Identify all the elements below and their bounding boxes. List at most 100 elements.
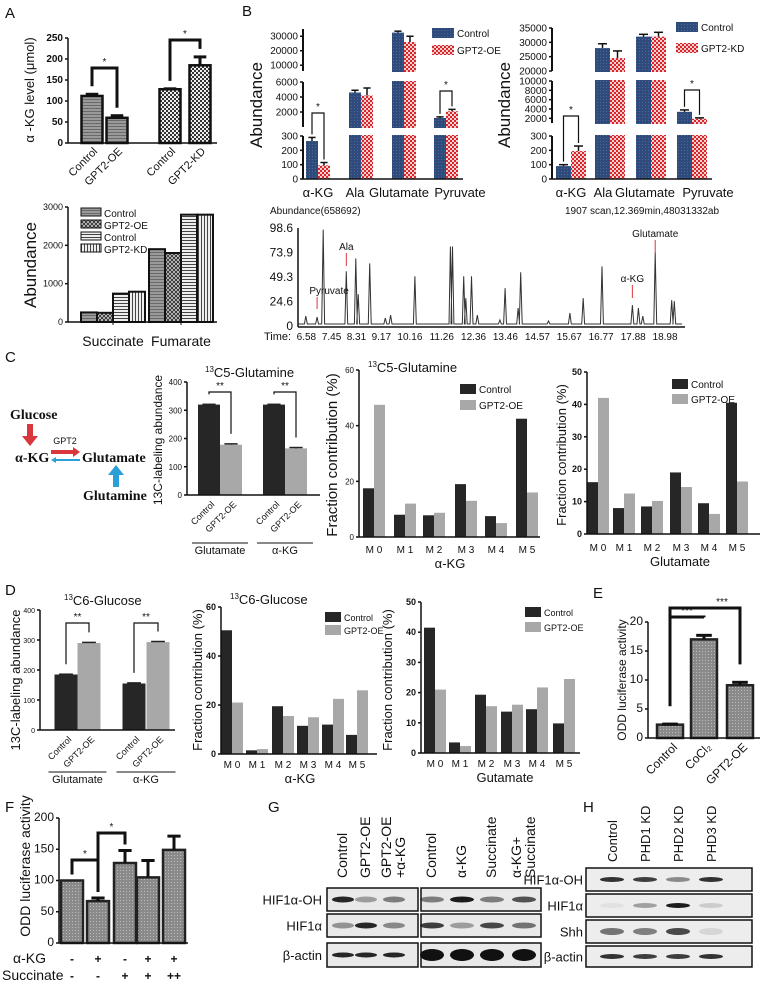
lane-label: Control [605,820,620,862]
blot-band [383,922,405,929]
y-tick-label: 4000 [276,93,299,104]
category-label: M 5 [519,545,536,556]
blot-band [332,896,354,903]
bar [198,404,220,495]
bar [394,514,405,537]
bar [737,481,748,534]
y-tick-label: 24.6 [270,295,294,309]
treatment-label: α-KG [13,950,46,966]
y-tick-label: 250 [46,33,63,44]
blot-band [332,922,354,929]
legend-swatch [460,384,476,394]
y-tick-label: 0 [178,491,183,500]
y-tick-label: 0 [577,529,582,539]
blot-band [383,896,405,903]
blot-band [420,949,444,961]
blot-band [633,903,657,908]
bar [553,723,564,753]
category-label: Ala [594,185,614,200]
bar [158,87,182,145]
title-superscript: 13 [64,593,73,602]
y-tick-label: 0 [211,749,216,759]
bar [308,717,319,754]
legend-label: GPT2-KD [104,245,147,256]
bar [272,706,283,754]
lane-label: Succinate [483,816,499,878]
legend-swatch [676,22,698,32]
bar [54,674,78,730]
bar [564,679,575,753]
treatment-sign: - [70,969,74,983]
blot-band [666,954,690,959]
bar [652,500,663,534]
bar [80,311,98,323]
blot-band [633,928,657,935]
bar [405,503,416,537]
legend-label: Control [479,385,511,396]
category-label: M 4 [488,545,505,556]
significance-label: * [569,105,573,116]
bar [526,709,537,753]
legend-swatch [672,394,688,404]
x-tick-label: 15.67 [557,332,582,343]
chart-d-akg-fraction: 0 20 40 60 M 0 M 1 M 2 M 3 M 4 M 5 α-KG Fraction co… [190,592,384,786]
treatment-sign: + [121,969,128,983]
y-tick-label: 5 [636,701,643,715]
blot-band [699,877,723,882]
significance-bracket [273,391,297,438]
glutamine-label: Glutamine [83,489,147,504]
bar [363,488,374,537]
category-label: M 0 [590,543,607,554]
blot-band [600,877,624,882]
y-tick-label: 200 [46,54,63,65]
chart-b-chromatogram: 0 24.6 49.3 73.9 98.6 6.58 7.45 8.31 9.17 10.16 11… [264,206,719,343]
bar [651,36,666,179]
x-tick-label: 9.17 [372,332,392,343]
blot-band [480,949,504,961]
blot-band [383,952,405,958]
significance-bracket [208,391,232,434]
treatment-sign: - [123,952,127,966]
blot-band [512,896,536,903]
y-tick-label: 0 [286,319,293,333]
bar [466,500,477,537]
lane-label: Succinate [522,816,538,878]
y-axis-label: Fraction contribution (%) [190,609,205,751]
blot-band [699,928,723,935]
bar [180,213,198,324]
category-label: M 3 [458,545,475,556]
category-label: M 2 [644,543,661,554]
treatment-sign: + [144,952,151,966]
bar [77,643,101,730]
y-tick-label: 60 [206,602,216,612]
legend-label: GPT2-KD [701,44,744,55]
bar [135,876,161,945]
category-label: Fumarate [151,333,211,349]
bar [677,111,692,179]
bar [188,64,212,145]
title-text: C6-Glucose [73,593,142,608]
category-label: Control [643,740,680,777]
panel-label-h: H [583,799,594,816]
group-label: α-KG [272,545,298,557]
category-label: M 0 [427,759,444,770]
y-tick-label: 400 [169,378,183,387]
blot-band [450,922,474,929]
treatment-sign: + [144,969,151,983]
bar [306,141,318,179]
category-label: M 1 [397,545,414,556]
y-tick-label: 35000 [519,24,547,35]
x-tick-label: 12.36 [461,332,486,343]
blot-row-label: β-actin [283,948,322,963]
legend-swatch [325,612,341,622]
category-label: Glutamate [369,185,429,200]
legend-label: Control [691,380,723,391]
y-tick-label: 100 [530,160,547,171]
legend-swatch [80,207,102,217]
x-tick-label: 16.77 [589,332,614,343]
bar [496,523,507,537]
y-tick-label: 10000 [270,61,298,72]
lane-label: GPT2-OE [357,817,373,878]
y-axis-label: Abundance [21,222,40,308]
